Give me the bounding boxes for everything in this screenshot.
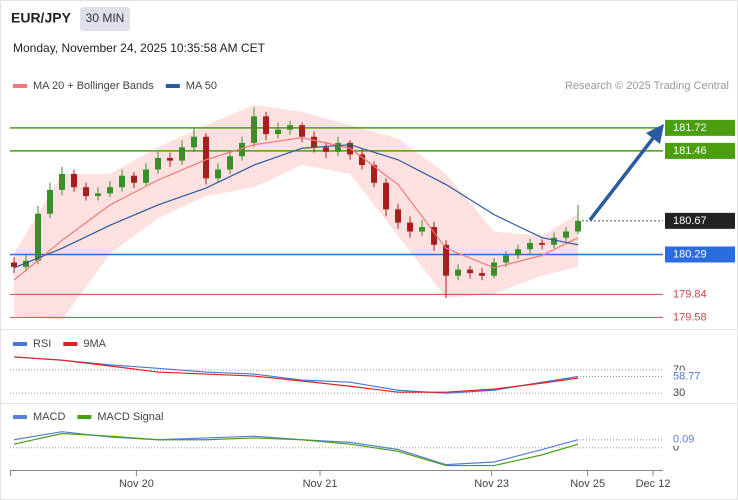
level-label-box [665, 119, 735, 136]
legend-marker [77, 415, 92, 419]
candle-body [515, 249, 522, 256]
legend-marker [165, 84, 180, 88]
datetime: Monday, November 24, 2025 10:35:58 AM CE… [13, 41, 266, 55]
x-tick-label: Dec 12 [636, 478, 671, 490]
candle-body [287, 125, 294, 130]
legend-label: MA 50 [186, 80, 217, 92]
candle-body [563, 231, 570, 238]
legend-marker [63, 342, 78, 346]
candle-body [215, 169, 222, 179]
candle-body [275, 129, 282, 135]
candle-body [371, 165, 378, 183]
candle-body [107, 187, 114, 194]
moving-average [13, 137, 579, 281]
candle-body [83, 187, 90, 197]
candle-body [407, 222, 414, 232]
candle-body [23, 260, 30, 267]
candle-body [551, 237, 558, 245]
legend-marker [13, 415, 27, 419]
candle-body [95, 193, 102, 197]
candle-body [503, 255, 510, 263]
candle-body [47, 189, 54, 214]
level-label: 181.46 [673, 145, 707, 157]
candle-body [359, 154, 366, 166]
candle-body [395, 209, 402, 223]
indicator-line [13, 356, 579, 394]
candle-body [203, 136, 210, 179]
candle-body [155, 157, 162, 170]
candle-body [467, 269, 474, 274]
y-tick-label: 0 [673, 442, 679, 454]
legend-label: MACD Signal [97, 411, 163, 423]
candle-body [59, 173, 66, 190]
candle-body [455, 269, 462, 276]
level-label: 179.58 [673, 311, 707, 323]
candle-body [119, 175, 126, 188]
candle-body [191, 136, 198, 148]
candle-body [143, 169, 150, 183]
candle-body [419, 227, 426, 232]
candle-body [263, 116, 270, 135]
current-value-label: 0.09 [673, 434, 694, 446]
legend-label: RSI [33, 338, 51, 350]
legend-marker [13, 342, 27, 346]
current-price-label: 180.67 [673, 215, 707, 227]
indicator-line [13, 356, 579, 393]
moving-average [13, 144, 579, 269]
candle-body [443, 244, 450, 276]
legend-marker [13, 84, 27, 88]
level-label: 179.84 [673, 288, 707, 300]
candle-body [323, 147, 330, 152]
plot: 181.72 181.46 180.29 179.84 179.58 180.67 Nov … [10, 80, 735, 490]
candle-body [431, 227, 438, 245]
legend-label: 9MA [83, 338, 106, 350]
value-label-bg [668, 433, 702, 446]
candle-body [575, 220, 582, 232]
candle-body [527, 242, 534, 250]
forecast-arrow [588, 135, 656, 222]
candle-body [299, 125, 306, 137]
x-tick-label: Nov 25 [570, 478, 605, 490]
x-tick-label: Nov 20 [119, 478, 154, 490]
candle-body [11, 262, 17, 267]
value-label-bg [668, 370, 702, 383]
x-tick-label: Nov 23 [474, 478, 509, 490]
level-label: 180.29 [673, 248, 707, 260]
timeframe-badge [80, 7, 130, 31]
pair-title: EUR/JPY [11, 10, 72, 26]
candle-body [479, 273, 486, 276]
candle-body [179, 147, 186, 161]
candle-body [335, 142, 342, 152]
level-label: 181.72 [673, 122, 707, 134]
timeframe: 30 MIN [86, 11, 125, 25]
legend-label: MA 20 + Bollinger Bands [33, 80, 154, 92]
legend-label: MACD [33, 411, 65, 423]
level-label-box [665, 142, 735, 159]
candle-body [35, 213, 42, 261]
candle-body [131, 175, 138, 183]
y-tick-label: 30 [673, 387, 685, 399]
candle-body [251, 116, 258, 143]
candle-body [539, 242, 546, 245]
level-label-box [665, 246, 735, 263]
credit: Research © 2025 Trading Central [565, 80, 729, 92]
bollinger-band [14, 104, 579, 321]
candle-body [227, 156, 234, 170]
candle-body [71, 173, 78, 188]
forecast-arrowhead [646, 124, 664, 144]
candle-body [491, 262, 498, 276]
current-price-box [665, 212, 735, 229]
candle-body [383, 182, 390, 210]
candle-body [239, 142, 246, 157]
indicator-line [13, 432, 579, 467]
x-tick-label: Nov 21 [303, 478, 338, 490]
candle-body [167, 157, 174, 161]
candle-body [311, 136, 318, 148]
current-value-label: 58.77 [673, 370, 701, 382]
